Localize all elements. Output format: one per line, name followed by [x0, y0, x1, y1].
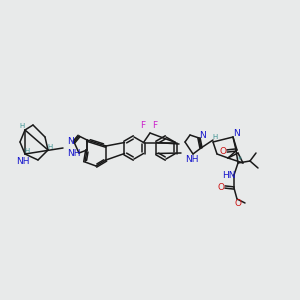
Text: NH: NH [16, 157, 30, 166]
Text: NH: NH [185, 154, 199, 164]
Text: N: N [199, 131, 206, 140]
Text: H: H [24, 148, 30, 154]
Text: F: F [152, 121, 158, 130]
Text: O: O [218, 182, 224, 191]
Text: H: H [47, 144, 52, 150]
Text: O: O [235, 200, 242, 208]
Text: H: H [20, 123, 25, 129]
Text: N: N [67, 137, 73, 146]
Text: HN: HN [222, 172, 236, 181]
Text: *: * [238, 157, 242, 166]
Text: F: F [140, 121, 146, 130]
Text: NH: NH [67, 149, 81, 158]
Text: N: N [232, 128, 239, 137]
Text: H: H [212, 134, 217, 140]
Text: O: O [220, 146, 226, 155]
